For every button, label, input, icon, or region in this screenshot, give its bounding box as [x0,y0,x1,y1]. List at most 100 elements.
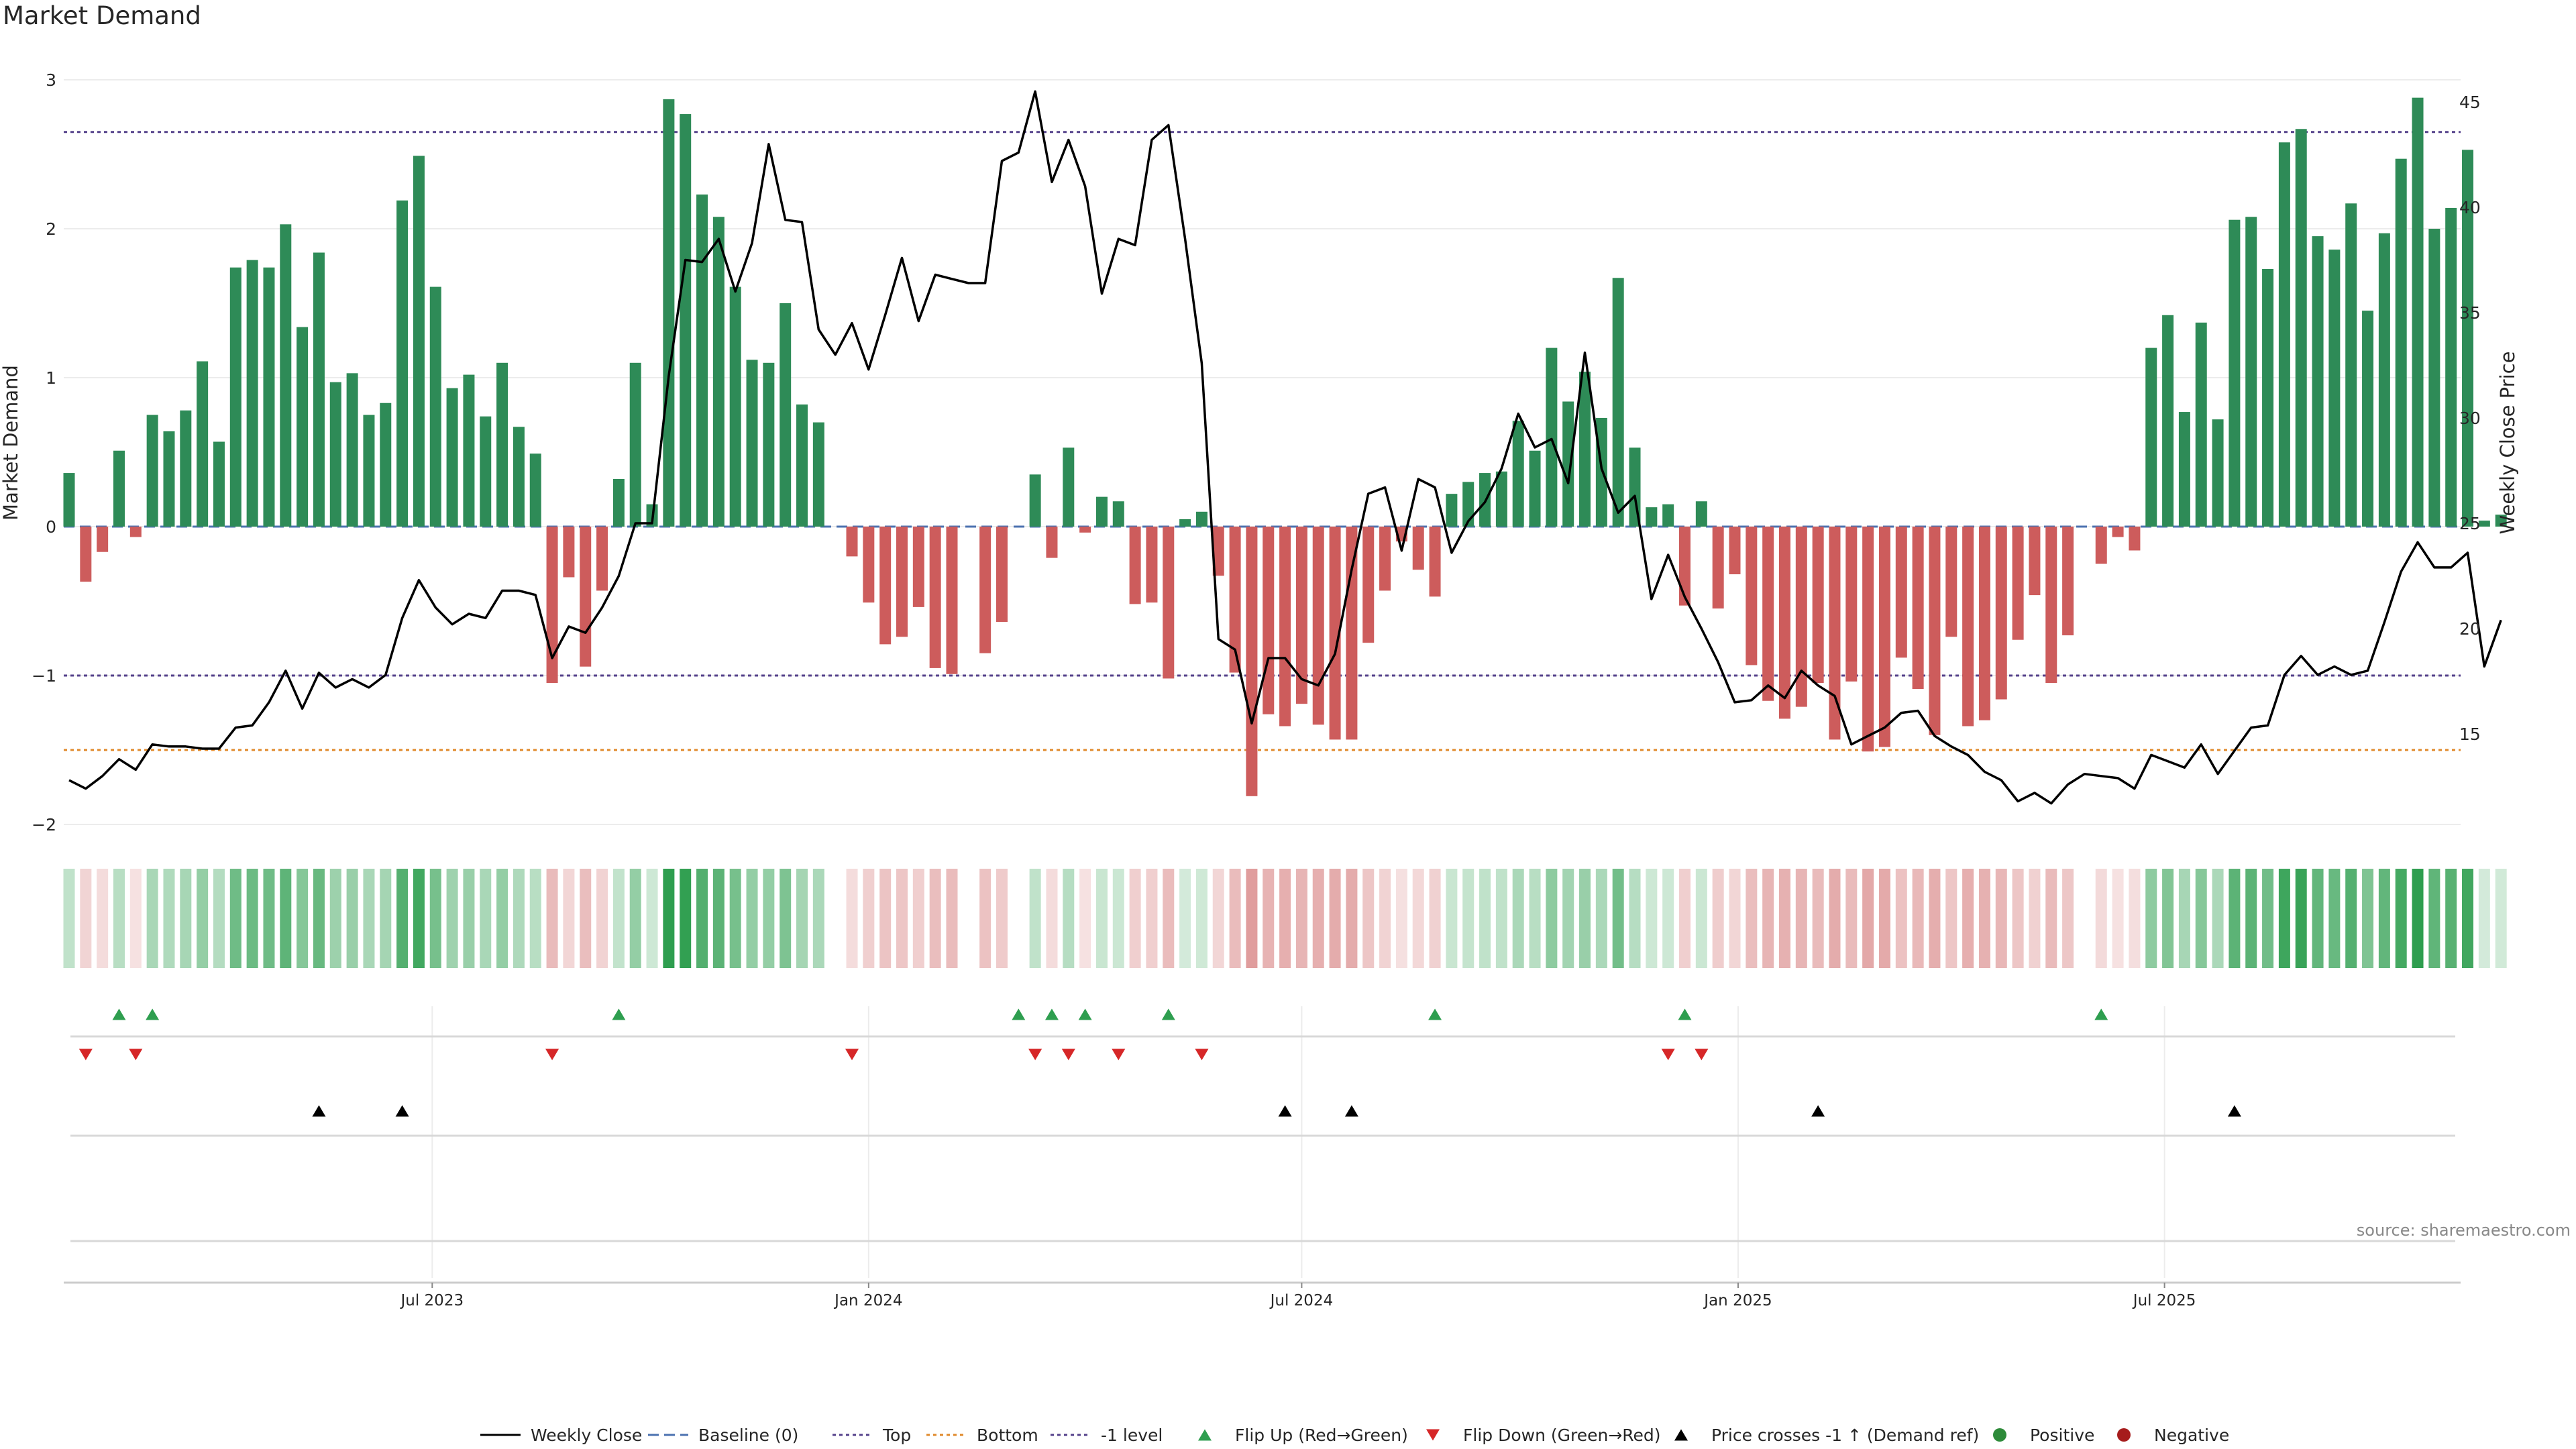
strip-cell [80,869,92,968]
demand-bar [1063,447,1075,527]
demand-bar [346,373,358,527]
flip-up-marker [1078,1008,1092,1020]
demand-bar [1546,347,1558,527]
strip-cell [1795,869,1807,968]
demand-bar [480,416,492,527]
demand-bar [1379,527,1391,591]
y-tick-label: 3 [46,70,56,90]
demand-heat-strip [63,869,2507,968]
demand-bar [1579,372,1591,527]
demand-bar [2062,527,2074,636]
strip-cell [380,869,392,968]
demand-bar [896,527,908,637]
strip-cell [529,869,541,968]
flip-up-marker [1428,1008,1442,1020]
price-cross-marker [1811,1105,1825,1117]
demand-bar [1279,527,1291,727]
strip-cell [596,869,608,968]
legend-entry: Negative [2117,1426,2229,1445]
flip-down-marker [1028,1049,1042,1061]
x-tick-label: Jul 2024 [1269,1292,1334,1309]
strip-cell [2345,869,2357,968]
demand-bar [496,362,508,527]
demand-bar [1112,501,1124,527]
demand-bar [2195,322,2207,527]
strip-cell [996,869,1008,968]
demand-bar [2212,419,2224,527]
strip-cell [1395,869,1407,968]
strip-cell [1312,869,1324,968]
strip-cell [663,869,675,968]
strip-cell [2262,869,2274,968]
strip-cell [1612,869,1624,968]
demand-bar [113,450,125,527]
legend-label: Bottom [977,1426,1038,1445]
legend: Weekly Close Baseline (0) Top Bottom -1 leve… [480,1426,2229,1445]
y2-axis-label: Weekly Close Price [2496,352,2519,535]
demand-bar [1912,527,1924,689]
demand-bar [1295,527,1307,704]
legend-entry: Price crosses -1 ↑ (Demand ref) [1674,1426,1979,1445]
price-line [68,90,2502,805]
strip-cell [1495,869,1507,968]
strip-cell [612,869,625,968]
demand-bar [213,441,225,527]
strip-cell [2012,869,2024,968]
strip-cell [2195,869,2207,968]
axes: 3 2 1 0 −1 −2 45 40 35 30 25 20 15 Jul 2023 Jan 2024 Ju… [0,70,2519,1309]
demand-bar [2029,527,2041,596]
demand-bar [246,260,258,527]
price-cross-marker [2227,1105,2241,1117]
strip-cell [879,869,892,968]
strip-cell [1412,869,1424,968]
demand-bar [529,453,541,527]
strip-cell [1212,869,1224,968]
strip-cell [1746,869,1758,968]
demand-bar [1512,421,1524,527]
legend-swatch [1993,1428,2006,1442]
demand-bar [1778,527,1790,719]
x-tick-label: Jul 2025 [2132,1292,2196,1309]
demand-bar [1795,527,1807,707]
demand-bar [1312,527,1324,725]
demand-bar [1845,527,1858,682]
strip-cell [329,869,341,968]
demand-bar [1695,501,1707,527]
demand-bar [263,267,275,527]
strip-cell [896,869,908,968]
demand-bar [129,527,142,537]
strip-cell [929,869,941,968]
strip-cell [1379,869,1391,968]
demand-bar [363,415,375,527]
strip-cell [1595,869,1607,968]
strip-cell [480,869,492,968]
demand-bar [2162,315,2174,527]
demand-bar [563,527,575,578]
legend-label: Positive [2030,1426,2094,1445]
demand-bar [2312,236,2324,527]
strip-cell [496,869,508,968]
strip-cell [1712,869,1724,968]
strip-cell [1479,869,1491,968]
demand-bar [1829,527,1841,740]
flip-down-marker [845,1049,859,1061]
demand-bar [513,427,525,527]
demand-bar [2428,229,2440,527]
demand-bar [2145,347,2157,527]
strip-cell [197,869,209,968]
y2-tick-label: 15 [2459,724,2481,744]
demand-bar [1995,527,2007,700]
strip-cell [1929,869,1941,968]
strip-cell [2245,869,2257,968]
demand-bar [2095,527,2107,564]
y-tick-label: −2 [32,815,56,835]
strip-cell [1978,869,1990,968]
strip-cell [729,869,741,968]
strip-cell [1329,869,1341,968]
demand-bar [729,286,741,527]
strip-cell [263,869,275,968]
price-cross-marker [1344,1105,1358,1117]
strip-cell [1912,869,1924,968]
demand-bar [1612,278,1624,527]
flip-up-marker [2094,1008,2108,1020]
